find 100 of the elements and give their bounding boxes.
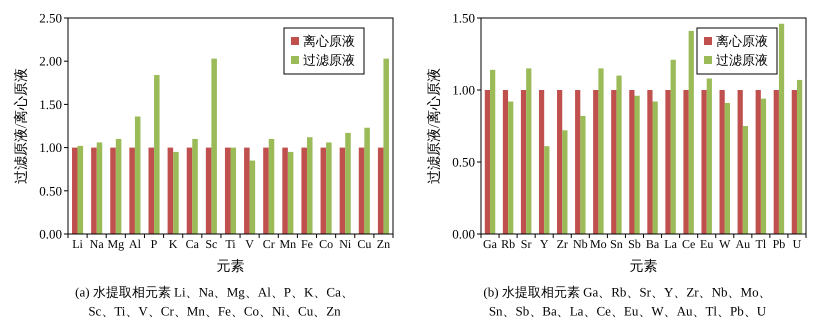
legend-label: 离心原液 bbox=[303, 34, 355, 48]
x-tick-label: Na bbox=[90, 237, 104, 251]
bar bbox=[670, 60, 676, 234]
bar bbox=[320, 148, 326, 234]
bar bbox=[701, 90, 707, 234]
x-tick-label: Ni bbox=[339, 237, 352, 251]
x-tick-label: Mn bbox=[280, 237, 296, 251]
x-tick-label: W bbox=[719, 237, 732, 251]
bar bbox=[720, 90, 725, 234]
bar bbox=[96, 142, 102, 234]
bar bbox=[244, 148, 250, 234]
x-tick-label: Sc bbox=[205, 237, 218, 251]
y-tick-label: 1.00 bbox=[452, 82, 475, 98]
y-tick-label: 1.50 bbox=[39, 96, 62, 112]
bar bbox=[148, 148, 154, 234]
bar bbox=[508, 102, 514, 234]
bar bbox=[282, 148, 288, 234]
bar bbox=[250, 160, 256, 234]
y-axis-title: 过滤原液/离心原液 bbox=[14, 68, 30, 184]
x-tick-label: Zn bbox=[376, 237, 390, 251]
bar bbox=[683, 90, 689, 234]
bar bbox=[192, 138, 198, 234]
x-tick-label: Au bbox=[735, 237, 750, 251]
bar bbox=[593, 90, 598, 234]
bar bbox=[268, 138, 274, 234]
x-tick-label: La bbox=[664, 237, 678, 251]
x-tick-label: Ca bbox=[186, 237, 200, 251]
bar bbox=[562, 130, 568, 234]
bar bbox=[688, 30, 694, 234]
bar bbox=[490, 70, 496, 234]
bar bbox=[340, 148, 346, 234]
text: Sn、Sb、Ba、La、Ce、Eu、W、Au、Tl、Pb、U bbox=[488, 304, 767, 318]
y-tick-label: 2.50 bbox=[39, 10, 62, 26]
bar bbox=[575, 90, 580, 234]
bar bbox=[778, 24, 784, 234]
bar bbox=[538, 90, 544, 234]
bar bbox=[224, 148, 230, 234]
bar bbox=[301, 148, 307, 234]
x-tick-label: Fe bbox=[300, 237, 313, 251]
x-tick-label: Zr bbox=[556, 237, 568, 251]
bar bbox=[72, 148, 78, 234]
bar bbox=[91, 148, 97, 234]
bar bbox=[502, 90, 508, 234]
bar bbox=[378, 148, 384, 234]
bar bbox=[364, 128, 370, 234]
text: (b) 水提取相元素 Ga、Rb、Sr、Y、Zr、Nb、Mo、 bbox=[483, 284, 772, 300]
bar bbox=[129, 148, 135, 234]
bar bbox=[629, 90, 634, 234]
bar bbox=[173, 152, 179, 234]
x-tick-label: Sr bbox=[520, 237, 532, 251]
x-tick-label: Tl bbox=[756, 237, 767, 251]
bar bbox=[526, 68, 532, 234]
text: (a) 水提取相元素 Li、Na、Mg、Al、P、K、Ca、 bbox=[75, 284, 354, 300]
bar bbox=[774, 90, 779, 234]
y-tick-label: 0.00 bbox=[452, 226, 475, 242]
x-tick-label: Ga bbox=[483, 237, 498, 251]
bar bbox=[306, 137, 313, 234]
bar bbox=[230, 148, 236, 234]
bar bbox=[110, 148, 116, 234]
bar bbox=[520, 90, 526, 234]
bar bbox=[792, 90, 797, 234]
bar bbox=[796, 80, 802, 234]
y-tick-label: 1.00 bbox=[39, 140, 62, 156]
bar bbox=[168, 148, 174, 234]
x-tick-label: P bbox=[150, 237, 158, 251]
legend-label: 过滤原液 bbox=[716, 52, 768, 68]
bar bbox=[288, 152, 294, 234]
legend-label: 过滤原液 bbox=[303, 52, 355, 68]
bar bbox=[611, 90, 616, 234]
x-tick-label: U bbox=[792, 237, 802, 251]
bar bbox=[738, 90, 743, 234]
x-tick-label: K bbox=[168, 237, 178, 251]
x-tick-label: Sn bbox=[610, 237, 623, 251]
x-tick-label: Mo bbox=[590, 237, 607, 251]
bar bbox=[580, 116, 586, 234]
bar bbox=[616, 76, 622, 234]
bar bbox=[211, 58, 217, 234]
bar bbox=[358, 148, 364, 234]
bar bbox=[652, 102, 658, 234]
y-tick-label: 2.00 bbox=[39, 54, 62, 69]
x-tick-label: Y bbox=[540, 237, 549, 251]
x-tick-label: V bbox=[245, 237, 254, 251]
bar bbox=[345, 132, 351, 234]
y-tick-label: 1.50 bbox=[452, 10, 475, 26]
x-tick-label: Li bbox=[72, 237, 84, 251]
x-tick-label: Al bbox=[128, 237, 142, 251]
x-tick-label: Nb bbox=[572, 237, 588, 251]
bar bbox=[154, 75, 160, 234]
x-axis-title: 元素 bbox=[630, 258, 658, 274]
x-tick-label: Eu bbox=[700, 237, 714, 251]
bar bbox=[557, 90, 562, 234]
text: Sc、Ti、V、Cr、Mn、Fe、Co、Ni、Cu、Zn bbox=[88, 304, 342, 318]
x-tick-label: Mg bbox=[107, 237, 124, 251]
bar bbox=[206, 148, 212, 234]
bar bbox=[326, 142, 332, 234]
bar bbox=[78, 146, 84, 234]
bar bbox=[724, 102, 730, 234]
bar bbox=[598, 68, 604, 234]
x-axis-title: 元素 bbox=[216, 258, 244, 274]
y-tick-label: 0.50 bbox=[452, 154, 475, 170]
